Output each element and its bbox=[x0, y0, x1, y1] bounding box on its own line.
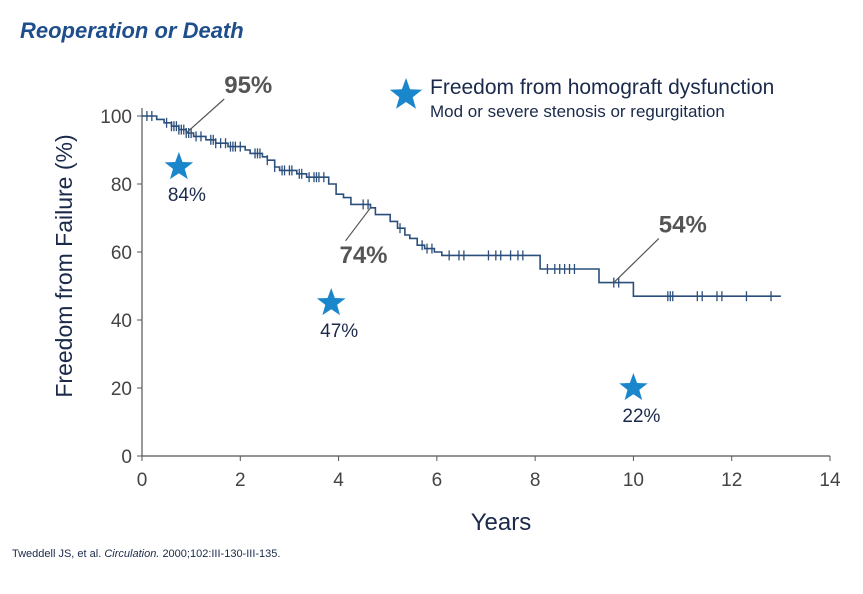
callout-leader-line bbox=[345, 207, 371, 242]
citation-ref: 2000;102:III-130-III-135. bbox=[162, 548, 281, 560]
y-axis-label: Freedom from Failure (%) bbox=[51, 134, 77, 397]
y-tick-label: 100 bbox=[100, 107, 132, 128]
callout-leader-line bbox=[185, 98, 225, 134]
survival-curve bbox=[142, 115, 781, 297]
y-tick-label: 20 bbox=[111, 379, 132, 400]
x-tick-label: 4 bbox=[333, 470, 344, 491]
callout-label: 95% bbox=[224, 72, 272, 99]
x-tick-label: 12 bbox=[721, 470, 742, 491]
x-axis-label: Years bbox=[471, 509, 532, 536]
callout-leader-line bbox=[613, 238, 660, 284]
callout-label: 54% bbox=[659, 212, 707, 239]
star-label: 47% bbox=[320, 321, 358, 342]
callout-label: 74% bbox=[339, 242, 387, 269]
y-tick-label: 60 bbox=[111, 243, 132, 264]
x-tick-label: 2 bbox=[235, 470, 246, 491]
x-tick-label: 14 bbox=[819, 470, 841, 491]
chart-title: Reoperation or Death bbox=[20, 18, 244, 43]
x-tick-label: 10 bbox=[623, 470, 644, 491]
x-tick-label: 8 bbox=[530, 470, 541, 491]
star-label: 84% bbox=[168, 185, 206, 206]
y-tick-label: 80 bbox=[111, 175, 132, 196]
star-label: 22% bbox=[622, 406, 660, 427]
y-tick-label: 0 bbox=[121, 447, 132, 468]
citation-journal: Circulation. bbox=[104, 548, 160, 560]
citation: Tweddell JS, et al. Circulation. 2000;10… bbox=[12, 548, 280, 560]
citation-authors: Tweddell JS, et al. bbox=[12, 548, 102, 560]
x-tick-label: 6 bbox=[432, 470, 443, 491]
legend-star-icon bbox=[389, 78, 423, 109]
x-tick-label: 0 bbox=[137, 470, 148, 491]
star-icon bbox=[316, 288, 346, 316]
star-icon bbox=[619, 373, 648, 401]
legend-line1: Freedom from homograft dysfunction bbox=[430, 76, 774, 99]
y-tick-label: 40 bbox=[111, 311, 132, 332]
legend-line2: Mod or severe stenosis or regurgitation bbox=[430, 102, 725, 121]
star-icon bbox=[164, 152, 194, 180]
